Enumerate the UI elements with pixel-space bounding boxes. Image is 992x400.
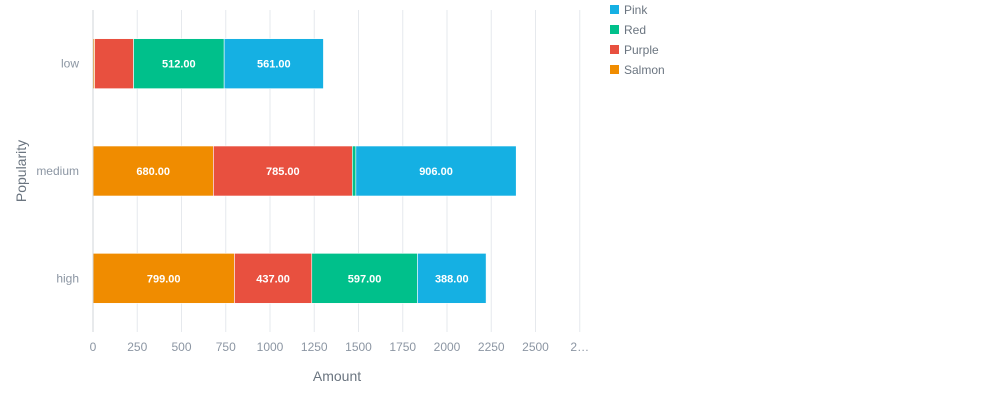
bar-pink-medium[interactable] — [355, 145, 517, 197]
y-tick-label: medium — [36, 164, 79, 178]
bars — [92, 38, 517, 304]
bar-purple-high[interactable] — [234, 253, 313, 304]
x-tick-label: 1750 — [389, 340, 416, 354]
bar-purple-low[interactable] — [94, 38, 134, 89]
legend-label-salmon[interactable]: Salmon — [624, 63, 665, 77]
y-tick-label: high — [56, 271, 79, 285]
y-axis-ticks: low medium high — [36, 57, 79, 286]
legend-swatch-pink — [610, 5, 619, 14]
x-tick-label: 0 — [90, 340, 97, 354]
legend: Pink Red Purple Salmon — [610, 3, 665, 77]
bar-value-label: 512.00 — [162, 59, 196, 71]
legend-swatch-red — [610, 25, 619, 34]
bar-value-label: 799.00 — [147, 273, 181, 285]
bar-value-label: 388.00 — [435, 273, 469, 285]
legend-label-red[interactable]: Red — [624, 23, 646, 37]
y-tick-label: low — [61, 57, 79, 71]
x-tick-label: 250 — [127, 340, 147, 354]
x-tick-label: 500 — [171, 340, 191, 354]
x-tick-label: 2500 — [522, 340, 549, 354]
y-axis-title: Popularity — [13, 140, 29, 202]
bar-value-label: 680.00 — [136, 166, 170, 178]
bar-value-label: 597.00 — [348, 273, 382, 285]
bar-pink-low[interactable] — [223, 38, 324, 89]
bar-value-label: 437.00 — [256, 273, 290, 285]
bar-value-label: 906.00 — [419, 166, 453, 178]
x-tick-label: 750 — [216, 340, 236, 354]
x-axis-title: Amount — [313, 368, 361, 384]
bar-red-high[interactable] — [311, 253, 418, 304]
x-tick-label: 2000 — [434, 340, 461, 354]
legend-label-pink[interactable]: Pink — [624, 3, 648, 17]
bar-purple-medium[interactable] — [213, 145, 353, 197]
x-tick-label: 2… — [570, 340, 589, 354]
legend-label-purple[interactable]: Purple — [624, 43, 659, 57]
legend-swatch-salmon — [610, 65, 619, 74]
bar-red-medium[interactable] — [352, 145, 357, 197]
bar-salmon-high[interactable] — [92, 253, 235, 304]
bar-value-label: 785.00 — [266, 166, 300, 178]
bar-red-low[interactable] — [133, 38, 225, 89]
x-axis-ticks: 0 250 500 750 1000 1250 1500 1750 2000 2250 2500 2… — [90, 340, 589, 354]
x-tick-label: 2250 — [478, 340, 505, 354]
x-tick-label: 1250 — [301, 340, 328, 354]
bar-labels: 512.00 561.00 680.00 785.00 906.00 799.00 437.… — [136, 59, 468, 286]
x-tick-label: 1500 — [345, 340, 372, 354]
x-tick-label: 1000 — [257, 340, 284, 354]
bar-value-label: 561.00 — [257, 59, 291, 71]
bar-pink-high[interactable] — [417, 253, 487, 304]
legend-swatch-purple — [610, 45, 619, 54]
